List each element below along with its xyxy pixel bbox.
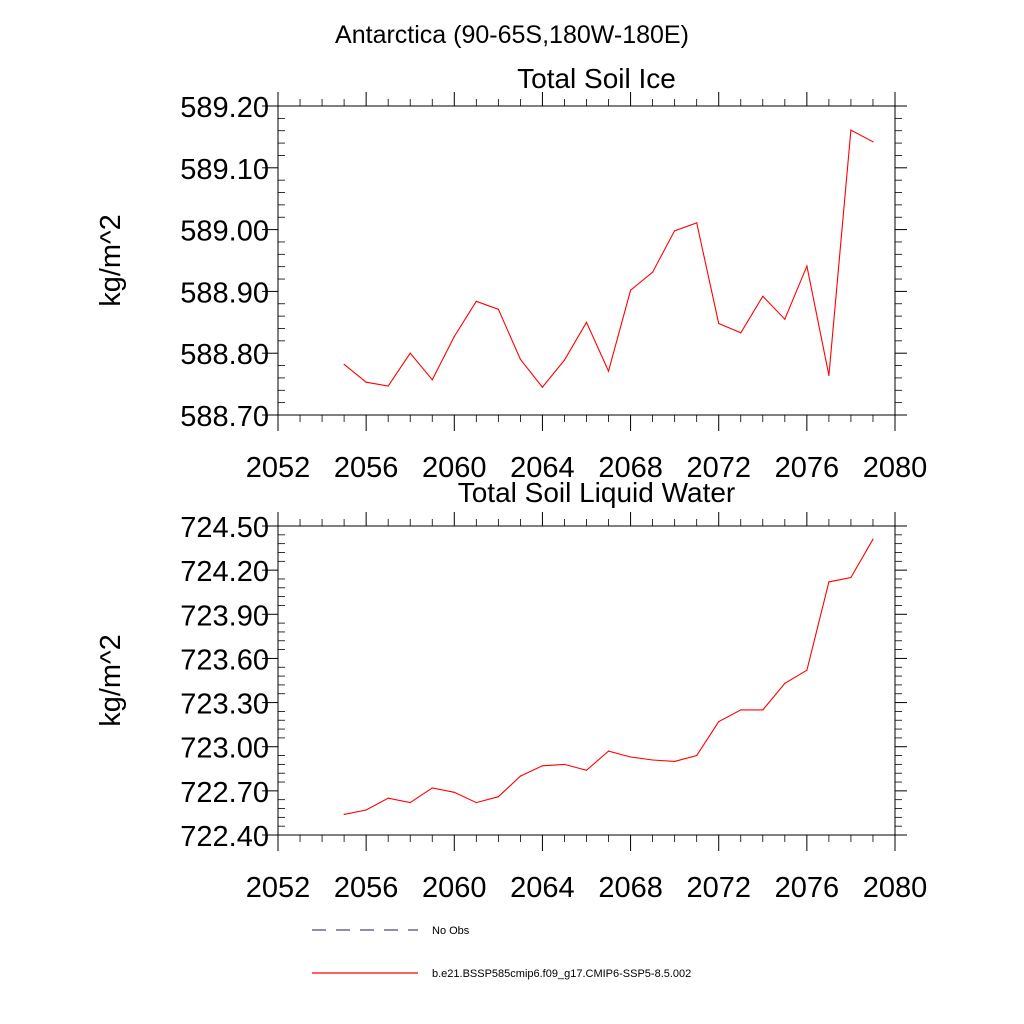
data-point <box>629 289 632 291</box>
y-tick-label: 722.70 <box>180 777 269 809</box>
data-point <box>541 386 544 388</box>
data-point <box>784 318 786 320</box>
data-point <box>519 775 521 777</box>
data-point <box>828 374 830 377</box>
data-point <box>497 308 499 310</box>
y-tick-label: 723.00 <box>180 733 269 765</box>
series-line <box>343 538 874 815</box>
data-point <box>365 381 367 383</box>
panel-total-soil-ice: Total Soil Ice 588.70 588.80 588.90 589.00 58… <box>95 63 927 484</box>
x-tick-label: 2068 <box>598 872 663 904</box>
chart-title: Total Soil Liquid Water <box>458 477 736 508</box>
data-point <box>696 754 698 757</box>
data-point <box>828 581 830 583</box>
data-point <box>387 797 389 799</box>
y-tick-label: 723.90 <box>180 600 269 632</box>
data-point <box>563 359 566 361</box>
data-point <box>718 322 720 325</box>
data-point <box>541 765 544 767</box>
y-tick-label: 722.40 <box>180 821 269 853</box>
data-point <box>453 335 455 338</box>
data-point <box>431 379 433 381</box>
x-tick-label: 2072 <box>686 452 751 484</box>
data-point <box>607 750 610 752</box>
data-point <box>607 370 610 372</box>
data-point <box>475 802 477 804</box>
legend-no-obs-label: No Obs <box>432 925 470 937</box>
x-tick-label: 2080 <box>863 872 928 904</box>
x-tick-label: 2060 <box>422 452 487 484</box>
data-point <box>718 721 720 723</box>
y-axis-label: kg/m^2 <box>95 214 127 307</box>
data-point <box>806 669 808 671</box>
data-point <box>674 230 676 232</box>
data-point <box>806 265 808 267</box>
chart-title: Total Soil Ice <box>517 63 676 94</box>
data-point <box>387 385 389 387</box>
data-point <box>409 802 411 804</box>
x-tick-label: 2076 <box>775 872 840 904</box>
data-point <box>497 796 499 798</box>
y-tick-label: 588.70 <box>180 401 269 433</box>
data-point <box>431 787 433 789</box>
data-point <box>784 682 786 685</box>
y-tick-label: 588.80 <box>180 339 269 371</box>
data-point <box>343 363 345 365</box>
x-tick-label: 2064 <box>510 872 575 904</box>
legend-series-label: b.e21.BSSP585cmip6.f09_g17.CMIP6-SSP5-8.… <box>432 968 691 980</box>
x-tick-label: 2052 <box>246 872 311 904</box>
data-point <box>674 760 676 763</box>
x-tick-label: 2080 <box>863 452 928 484</box>
data-point <box>850 129 852 131</box>
legend: No Obs b.e21.BSSP585cmip6.f09_g17.CMIP6-… <box>312 925 691 980</box>
y-tick-label: 723.30 <box>180 689 269 721</box>
y-axis-label: kg/m^2 <box>95 634 127 727</box>
data-point <box>872 538 874 540</box>
data-point <box>850 576 852 579</box>
data-point <box>652 759 654 761</box>
data-point <box>563 763 566 765</box>
y-tick-label: 589.00 <box>180 216 269 248</box>
y-tick-label: 724.20 <box>180 556 269 588</box>
data-point <box>475 300 477 302</box>
y-tick-label: 724.50 <box>180 512 269 544</box>
data-point <box>652 271 654 273</box>
figure-title: Antarctica (90-65S,180W-180E) <box>335 21 689 49</box>
x-tick-label: 2052 <box>246 452 311 484</box>
data-point <box>762 295 764 297</box>
plot-frame <box>277 105 896 416</box>
data-point <box>696 222 698 224</box>
x-tick-label: 2064 <box>510 452 575 484</box>
data-point <box>519 358 521 360</box>
x-tick-label: 2076 <box>775 452 840 484</box>
data-point <box>585 769 588 771</box>
data-point <box>453 791 455 793</box>
x-tick-label: 2060 <box>422 872 487 904</box>
data-point <box>740 332 742 334</box>
data-point <box>409 352 411 354</box>
panel-total-soil-liquid-water: Total Soil Liquid Water 722.40 722.70 723.0… <box>95 477 927 904</box>
data-point <box>365 809 367 811</box>
data-point <box>585 321 588 323</box>
data-point <box>872 141 874 143</box>
data-point <box>762 709 764 711</box>
y-tick-label: 588.90 <box>180 277 269 309</box>
x-tick-label: 2056 <box>334 872 399 904</box>
plot-frame <box>277 525 896 836</box>
x-tick-label: 2068 <box>598 452 663 484</box>
data-point <box>629 756 632 758</box>
data-point <box>343 813 345 816</box>
series-line <box>343 129 874 389</box>
x-tick-label: 2072 <box>686 872 751 904</box>
y-tick-label: 589.10 <box>180 154 269 186</box>
y-tick-label: 723.60 <box>180 644 269 676</box>
data-point <box>740 709 742 711</box>
y-tick-label: 589.20 <box>180 92 269 124</box>
x-tick-label: 2056 <box>334 452 399 484</box>
